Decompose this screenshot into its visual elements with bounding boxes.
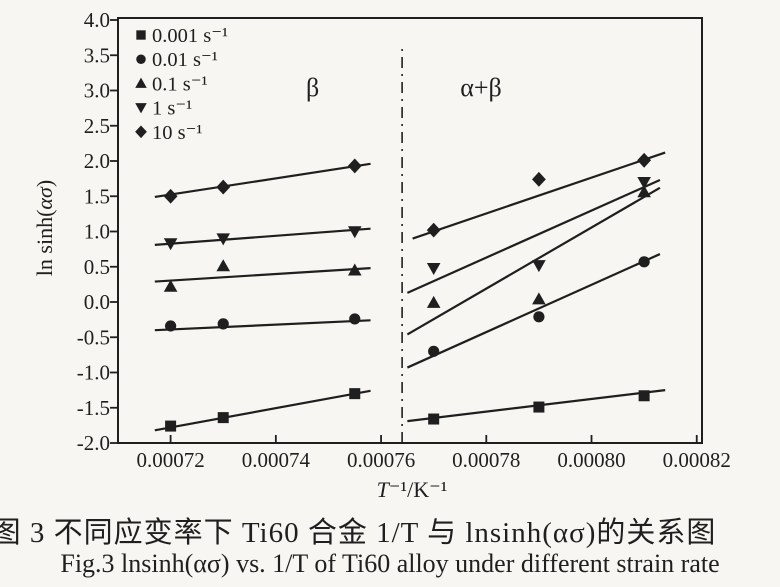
data-point-circle	[349, 313, 361, 325]
data-point-square	[349, 388, 361, 400]
y-tick-label: -1.0	[77, 361, 110, 385]
data-point-square	[638, 390, 650, 402]
series-diamond	[154, 151, 666, 240]
square-icon	[136, 30, 146, 40]
fit-line	[154, 227, 371, 246]
data-point-circle	[217, 318, 229, 330]
x-tick-label: 0.00074	[242, 448, 311, 472]
fit-line	[154, 389, 371, 432]
x-tick-label: 0.00082	[663, 448, 731, 472]
legend-item: 0.01 s⁻¹	[136, 49, 218, 71]
legend-item: 0.001 s⁻¹	[136, 25, 228, 47]
data-point-square	[428, 413, 440, 425]
fit-line	[406, 179, 661, 294]
data-point-triangle-up	[216, 259, 231, 272]
data-point-square	[533, 401, 545, 413]
fit-line	[154, 162, 371, 199]
fit-line	[154, 319, 371, 332]
series-circle	[154, 253, 661, 369]
y-tick-label: 0.0	[84, 290, 110, 314]
triangle-up-icon	[135, 77, 147, 88]
data-point-circle	[638, 256, 650, 268]
data-point-triangle-down	[216, 233, 231, 246]
legend-label: 0.01 s⁻¹	[152, 49, 218, 71]
x-tick-label: 0.00080	[557, 448, 625, 472]
data-point-diamond	[216, 179, 231, 195]
x-tick-label: 0.00076	[347, 448, 415, 472]
y-tick-label: 4.0	[84, 8, 110, 32]
series-triangle-up	[154, 185, 661, 336]
y-tick-label: 0.5	[84, 255, 110, 279]
circle-icon	[136, 54, 146, 64]
series-square	[154, 388, 666, 432]
fit-line	[412, 151, 666, 240]
data-point-circle	[533, 311, 545, 323]
y-tick-label: 3.0	[84, 79, 110, 103]
data-point-triangle-up	[426, 295, 441, 308]
legend: 0.001 s⁻¹0.01 s⁻¹0.1 s⁻¹ 1 s⁻¹10 s⁻¹	[135, 25, 228, 144]
y-tick-label: 1.5	[84, 184, 110, 208]
data-point-triangle-down	[532, 260, 546, 273]
y-tick-label: 2.0	[84, 149, 110, 173]
region-label-alpha-beta: α+β	[460, 73, 502, 102]
fit-line	[154, 267, 371, 283]
data-point-square	[217, 412, 229, 424]
y-tick-label: 1.0	[84, 220, 110, 244]
legend-label: 1 s⁻¹	[152, 98, 192, 120]
data-point-diamond	[163, 188, 178, 204]
y-tick-label: -1.5	[77, 396, 110, 420]
x-tick-label: 0.00072	[136, 448, 204, 472]
data-point-triangle-down	[637, 176, 651, 189]
y-tick-label: 3.5	[84, 43, 110, 67]
data-point-triangle-up	[532, 292, 546, 305]
data-point-triangle-up	[347, 263, 362, 276]
data-point-circle	[428, 345, 440, 357]
legend-label: 0.1 s⁻¹	[152, 73, 208, 95]
data-point-diamond	[347, 158, 362, 174]
legend-label: 0.001 s⁻¹	[152, 25, 228, 47]
data-point-square	[165, 420, 177, 432]
triangle-down-icon	[135, 103, 147, 114]
data-point-diamond	[637, 152, 652, 168]
caption-chinese: 图 3 不同应变率下 Ti60 合金 1/T 与 lnsinh(ασ)的关系图	[0, 517, 717, 549]
plot-border	[117, 17, 703, 444]
y-tick-label: -0.5	[77, 325, 110, 349]
x-axis-label: T⁻¹/K⁻¹	[377, 477, 448, 502]
diamond-icon	[135, 125, 147, 139]
y-tick-label: 2.5	[84, 114, 110, 138]
legend-label: 10 s⁻¹	[152, 122, 203, 144]
region-label-beta: β	[306, 73, 319, 102]
y-tick-label: -2.0	[77, 431, 110, 455]
data-point-triangle-down	[426, 262, 441, 275]
x-tick-label: 0.00078	[452, 448, 520, 472]
data-point-triangle-down	[163, 238, 178, 251]
legend-item: 10 s⁻¹	[135, 122, 203, 144]
legend-item: 0.1 s⁻¹	[135, 73, 208, 95]
data-point-triangle-up	[637, 185, 651, 198]
series-triangle-down	[154, 176, 661, 294]
fit-line	[406, 253, 661, 369]
data-point-triangle-down	[347, 226, 362, 239]
data-point-circle	[165, 320, 177, 332]
data-point-diamond	[532, 171, 546, 187]
data-point-diamond	[426, 222, 441, 238]
caption-english: Fig.3 lnsinh(ασ) vs. 1/T of Ti60 alloy u…	[60, 549, 720, 578]
data-point-triangle-up	[163, 279, 178, 292]
legend-item: 1 s⁻¹	[135, 98, 192, 120]
y-axis-label: ln sinh(ασ)	[32, 180, 57, 276]
chart: 0.00072 0.00074 0.00076 0.00078 0.00080 0.000…	[32, 8, 731, 502]
